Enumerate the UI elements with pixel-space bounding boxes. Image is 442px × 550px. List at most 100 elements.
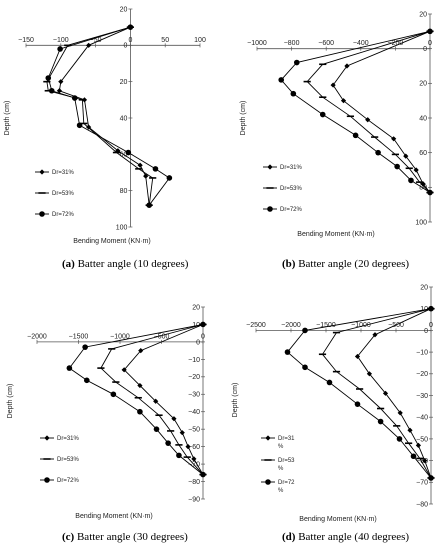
chart-b-series-2-point-3 <box>290 90 297 97</box>
chart-d-legend-marker-2 <box>265 479 271 485</box>
chart-a-xtick-label-2: −50 <box>90 37 102 44</box>
chart-a-series-2-point-6 <box>125 149 132 156</box>
caption-c: (c) Batter angle (30 degrees) <box>62 531 188 543</box>
chart-c-ytick-label-5: −30 <box>188 392 200 399</box>
chart-d-series-2-point-4 <box>326 379 333 386</box>
chart-d-legend-label-1-line-1: % <box>278 466 284 472</box>
chart-c-series-0-point-2 <box>121 367 127 373</box>
chart-a-series-0-point-2 <box>58 79 64 85</box>
chart-b-series-2-point-2 <box>278 77 285 83</box>
chart-b-series-0-point-2 <box>330 82 336 88</box>
chart-d-xlabel: Bending Moment (KN·m) <box>299 516 376 523</box>
chart-c-ytick-label-0: 20 <box>192 304 200 311</box>
chart-d-ytick-label-4: −20 <box>416 371 428 378</box>
chart-c-legend-label-1-line-0: Dr=53% <box>57 457 80 463</box>
chart-panel-c: 20 10 0 −10 −20 −30 −40 −50 −60 −70 −80 −90 −2000 −15… <box>0 275 221 550</box>
chart-c-xtick-label-4: 0 <box>201 333 205 340</box>
chart-b-ylabel: Depth (cm) <box>240 101 247 136</box>
caption-a: (a) Batter angle (10 degrees) <box>62 258 188 270</box>
chart-a-series-0-line <box>58 26 150 206</box>
chart-c-series-2-point-6 <box>153 426 160 432</box>
chart-a-ytick-label-6: 100 <box>116 224 128 231</box>
chart-b-legend-label-2-line-0: Dr=72% <box>280 207 303 213</box>
chart-d-series-2 <box>284 305 434 481</box>
chart-d-ytick-label-0: 20 <box>420 284 428 291</box>
chart-a-xtick-label-0: −150 <box>18 37 34 44</box>
chart-b-legend-label-1: Dr=53% <box>280 186 303 192</box>
chart-a-legend-marker-2 <box>39 211 45 217</box>
chart-panel-d: 20 10 0 −10 −20 −30 −40 −50 −60 −70 −80 −2500 −2000−… <box>221 275 442 550</box>
chart-d-ytick-label-8: −60 <box>416 458 428 465</box>
chart-d-series-2-line <box>286 308 432 479</box>
chart-b-xlabel: Bending Moment (KN·m) <box>297 231 374 238</box>
chart-a-series-1 <box>43 26 157 206</box>
chart-d-series-1-line <box>321 308 432 479</box>
chart-a-series-2-point-0 <box>127 24 134 30</box>
chart-a-series-2-point-2 <box>45 75 52 81</box>
chart-c-series-0-line <box>123 324 204 475</box>
chart-c-series-2-point-9 <box>200 471 206 478</box>
chart-a-series-2 <box>45 24 173 208</box>
chart-b-xtick-label-2: −600 <box>318 40 334 47</box>
chart-d-series-0-line <box>356 308 432 479</box>
chart-c-legend-label-0-line-0: Dr=31% <box>57 436 80 442</box>
chart-d-series-2-point-3 <box>302 364 308 371</box>
chart-b-series-1 <box>303 30 434 194</box>
chart-d-legend-label-0-line-1: % <box>278 444 284 450</box>
chart-c-series-0 <box>121 321 206 478</box>
chart-b-series-2-line <box>280 30 431 193</box>
chart-c-legend-label-1: Dr=53% <box>57 457 80 463</box>
chart-d-xtick-label-2: −1500 <box>316 322 336 329</box>
chart-c-series-0-point-8 <box>191 456 197 462</box>
chart-d-xtick-label-3: −1000 <box>351 322 371 329</box>
caption-c-letter: (c) <box>62 531 75 543</box>
chart-d-legend-label-0-line-0: Dr=31 <box>278 436 295 442</box>
chart-d-series-0-point-1 <box>372 332 378 338</box>
chart-a-svg: 20 0 20 40 60 80 100 −150 −100 −50 0 50 100 Bending M… <box>4 6 206 245</box>
chart-d-xtick-label-1: −2000 <box>281 322 301 329</box>
chart-d-series-2-point-8 <box>410 453 417 460</box>
chart-a-series-0-point-8 <box>143 173 149 179</box>
chart-a-series-0-point-1 <box>86 42 92 48</box>
chart-a-ylabel: Depth (cm) <box>4 101 11 136</box>
chart-c-ytick-label-10: −80 <box>188 479 200 486</box>
chart-d-series-0-point-2 <box>354 353 361 360</box>
chart-a-xtick-label-5: 100 <box>194 37 206 44</box>
chart-a-series-0-point-3 <box>56 88 63 94</box>
chart-b-series-2-point-6 <box>375 149 381 156</box>
chart-b-xtick-label-3: −400 <box>353 40 369 47</box>
chart-b-xtick-label-0: −1000 <box>247 40 267 47</box>
chart-c-xtick-label-0: −2000 <box>27 333 47 340</box>
chart-a-series-2-point-1 <box>57 46 63 52</box>
chart-c-legend-label-0: Dr=31% <box>57 436 80 442</box>
chart-b-series-0-line <box>332 30 431 193</box>
chart-b-series-2-point-0 <box>427 28 433 35</box>
chart-b-ytick-label-0: 20 <box>419 11 427 18</box>
chart-d-ylabel: Depth (cm) <box>232 383 239 418</box>
caption-b-letter: (b) <box>282 258 296 270</box>
chart-a-ytick-label-1: 0 <box>123 43 127 50</box>
chart-c-ytick-label-1: 10 <box>192 322 200 329</box>
chart-b-series-2-point-9 <box>427 189 433 196</box>
chart-a-series-2-point-9 <box>146 202 152 208</box>
chart-d-ytick-label-2: 0 <box>424 328 428 335</box>
chart-d-series-2-point-0 <box>428 305 434 312</box>
chart-d-legend-label-0: Dr=31% <box>278 436 295 450</box>
chart-c-series-2-point-8 <box>176 452 182 459</box>
chart-d-series-2-point-6 <box>377 418 384 425</box>
chart-a-legend-label-1: Dr=53% <box>52 191 75 197</box>
chart-panel-b: 20 0 20 40 60 80 100 −1000 −800 −600 −400 −200 0 Bend… <box>221 0 442 275</box>
chart-c-ytick-label-4: −20 <box>188 374 200 381</box>
chart-a-ytick-label-3: 40 <box>120 115 128 122</box>
chart-c-series-2-point-3 <box>84 377 90 384</box>
chart-c-series-2 <box>66 321 206 478</box>
chart-c-ytick-label-6: −40 <box>188 409 200 416</box>
chart-c-legend-label-2: Dr=72% <box>57 478 80 484</box>
chart-a-ytick-label-4: 60 <box>120 152 128 159</box>
chart-c-legend: Dr=31% Dr=53% Dr=72% <box>40 435 80 484</box>
chart-a-xtick-label-4: 50 <box>161 37 169 44</box>
chart-a-series-2-point-3 <box>48 87 55 94</box>
chart-b-legend-label-2: Dr=72% <box>280 207 303 213</box>
